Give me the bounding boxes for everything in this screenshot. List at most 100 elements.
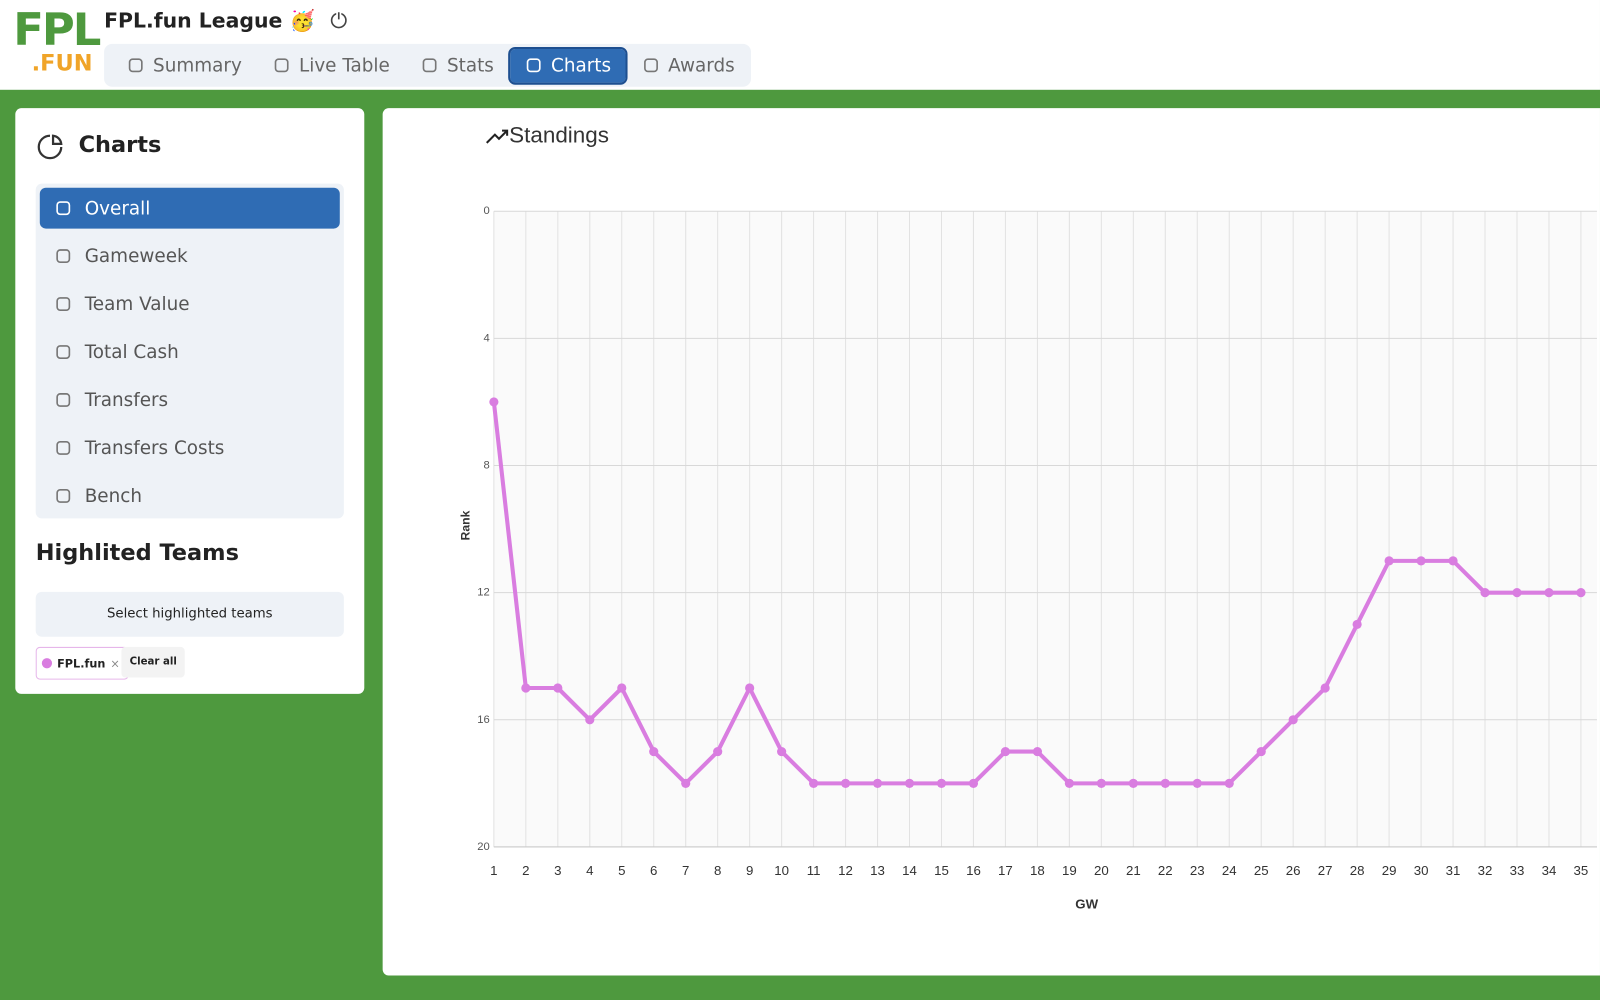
chip-remove[interactable]: ×	[110, 656, 120, 670]
nav-tab[interactable]: Stats	[406, 48, 508, 82]
chart: Standings GW Rank 1 2 3 4 5 6 7 8 9 10 11 12 13 14 15 1…	[459, 123, 1597, 912]
x-tick-label: 16	[966, 863, 981, 878]
data-point	[1224, 778, 1234, 788]
x-tick-label: 4	[586, 863, 593, 878]
x-tick-label: 14	[902, 863, 917, 878]
x-tick-label: 17	[998, 863, 1013, 878]
data-point	[1192, 778, 1202, 788]
data-point	[649, 746, 659, 757]
x-tick-label: 23	[1190, 863, 1205, 878]
data-point	[1032, 746, 1042, 757]
x-tick-label: 20	[1094, 863, 1109, 878]
icon	[643, 58, 658, 73]
data-point	[745, 683, 755, 693]
icon	[56, 249, 71, 264]
data-point	[713, 746, 723, 757]
x-tick-label: 11	[807, 863, 821, 878]
data-point	[489, 397, 499, 407]
data-point	[1352, 619, 1362, 630]
league-title: FPL.fun League	[104, 8, 283, 33]
icon	[128, 58, 143, 73]
x-tick-label: 9	[746, 863, 753, 878]
chart-title: Standings	[509, 123, 609, 148]
logo: FPL	[13, 4, 101, 57]
power-icon[interactable]	[328, 9, 348, 29]
chart-menu: Overall Gameweek Team Value Total Cash Trans…	[35, 183, 344, 519]
menu-item-label: Bench	[84, 485, 142, 507]
data-point	[1160, 778, 1170, 788]
chip-dot	[41, 658, 53, 669]
x-tick-label: 8	[714, 863, 721, 878]
nav-tab[interactable]: Charts	[508, 46, 628, 85]
data-point	[1256, 746, 1266, 757]
data-point	[936, 778, 947, 788]
nav-tab[interactable]: Awards	[627, 48, 749, 82]
data-point	[585, 715, 595, 725]
x-axis-label: GW	[1075, 897, 1098, 912]
menu-item[interactable]: Transfers Costs	[40, 428, 340, 469]
x-tick-label: 19	[1062, 863, 1077, 878]
menu-item-label: Gameweek	[84, 245, 188, 267]
nav-tab[interactable]: Summary	[112, 48, 256, 82]
highlight-title: Highlited Teams	[35, 540, 239, 567]
icon	[56, 345, 71, 359]
nav-tab[interactable]: Live Table	[258, 48, 404, 82]
menu-item-label: Total Cash	[84, 341, 179, 363]
data-point	[521, 683, 531, 693]
menu-item[interactable]: Overall	[39, 187, 340, 229]
nav-tab-label: Live Table	[298, 54, 390, 77]
x-tick-label: 7	[682, 863, 689, 878]
data-point	[1288, 715, 1298, 725]
trend-icon	[486, 129, 509, 144]
data-point	[904, 778, 915, 788]
menu-item[interactable]: Total Cash	[40, 332, 340, 373]
data-point	[617, 683, 627, 693]
select-button[interactable]: Select highlighted teams	[35, 591, 344, 637]
x-tick-label: 33	[1510, 863, 1525, 878]
nav-tab-label: Stats	[446, 54, 494, 77]
x-tick-label: 18	[1030, 863, 1045, 878]
data-point	[1128, 778, 1138, 788]
menu-item[interactable]: Gameweek	[40, 236, 340, 277]
x-tick-label: 30	[1414, 863, 1429, 878]
x-tick-label: 28	[1350, 863, 1365, 878]
data-point	[777, 746, 787, 757]
header: FPL .FUN FPL.fun League 🥳 Summary Live Ta…	[0, 0, 1600, 90]
y-tick-label: 4	[484, 332, 490, 344]
x-tick-label: 34	[1542, 863, 1557, 878]
menu-item-label: Team Value	[84, 293, 190, 315]
x-tick-label: 25	[1254, 863, 1269, 878]
x-tick-label: 3	[554, 863, 561, 878]
x-tick-label: 35	[1574, 863, 1589, 878]
y-tick-label: 12	[477, 587, 489, 599]
clear-button[interactable]: Clear all	[121, 646, 186, 678]
data-point	[1416, 556, 1426, 566]
x-tick-label: 6	[650, 863, 657, 878]
data-point	[553, 683, 563, 693]
x-tick-label: 27	[1318, 863, 1333, 878]
charts-icon	[37, 134, 63, 160]
data-point	[968, 778, 979, 788]
x-tick-label: 26	[1286, 863, 1301, 878]
menu-item[interactable]: Bench	[40, 476, 340, 517]
data-point	[1544, 588, 1554, 598]
y-tick-label: 20	[477, 841, 489, 853]
x-tick-label: 21	[1126, 863, 1141, 878]
data-point	[809, 778, 819, 788]
data-point	[681, 778, 691, 788]
data-point	[1576, 588, 1586, 598]
x-tick-label: 32	[1478, 863, 1493, 878]
chip-label: FPL.fun	[57, 656, 106, 670]
menu-item[interactable]: Transfers	[40, 380, 340, 421]
x-tick-label: 2	[522, 863, 529, 878]
plot-area	[493, 211, 1597, 847]
menu-item[interactable]: Team Value	[40, 284, 340, 325]
sidebar: Charts Overall Gameweek Team Value Total Ca…	[15, 108, 365, 694]
team-chip[interactable]: FPL.fun ×	[35, 646, 130, 680]
data-point	[1384, 556, 1394, 566]
data-point	[1512, 588, 1522, 598]
x-tick-label: 22	[1158, 863, 1173, 878]
x-tick-label: 1	[490, 863, 497, 878]
nav-tab-label: Summary	[153, 54, 242, 77]
menu-item-label: Transfers Costs	[84, 437, 225, 459]
